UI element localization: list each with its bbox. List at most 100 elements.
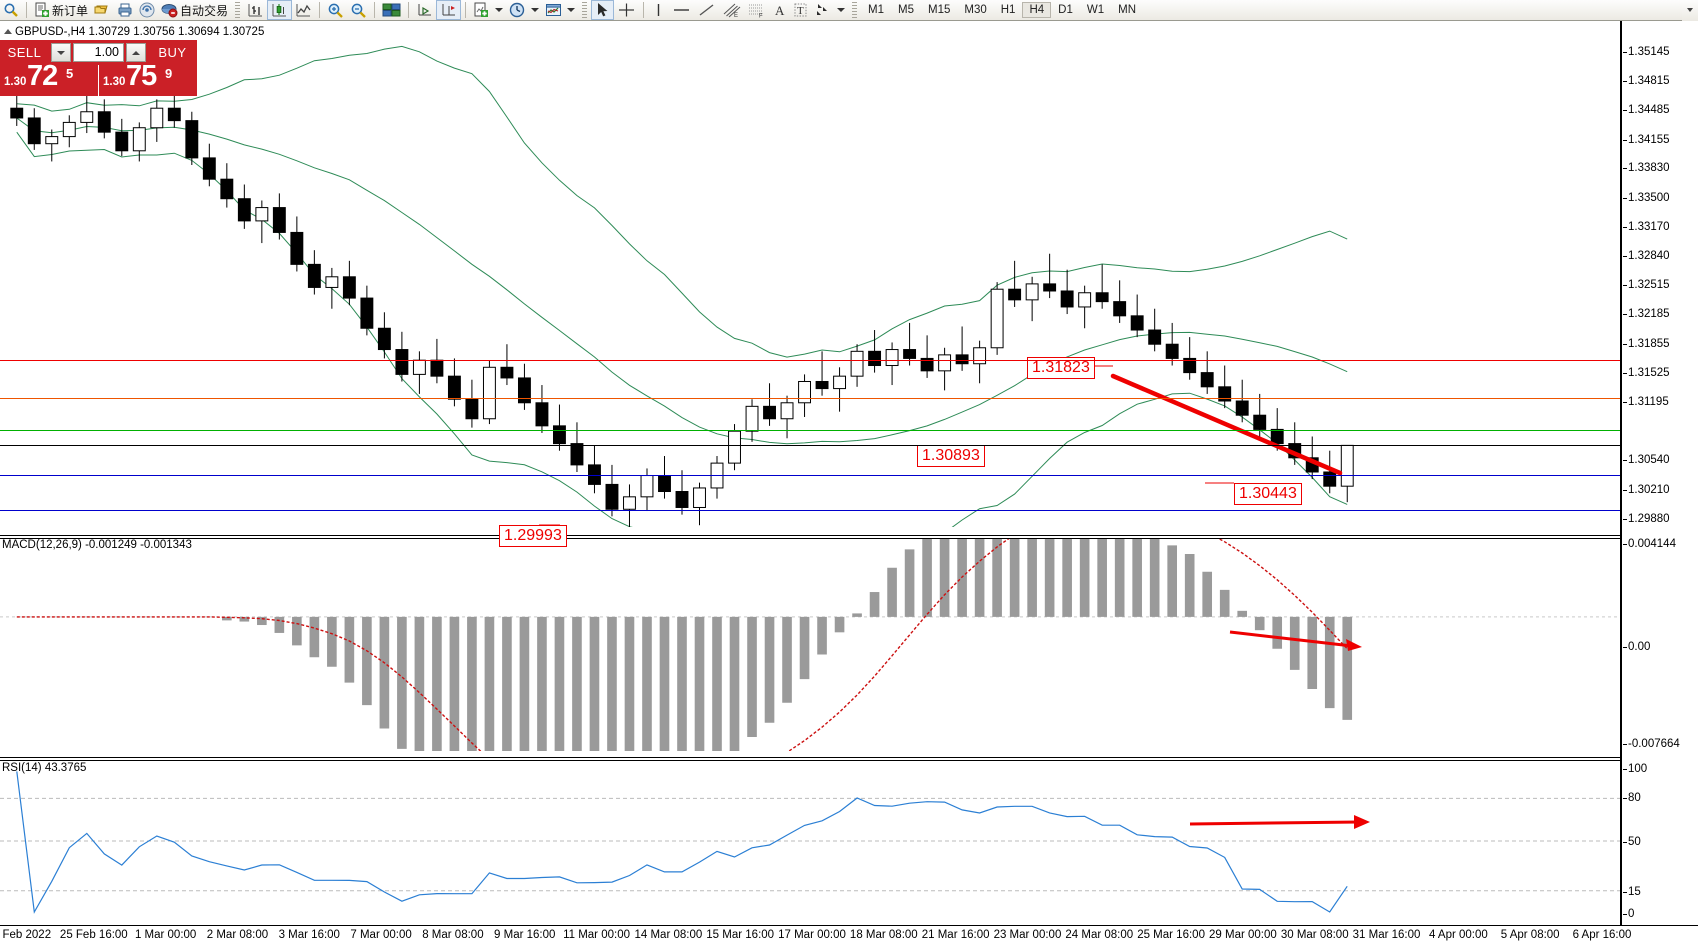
toolbar-overflow[interactable] bbox=[1682, 0, 1698, 21]
time-tick: 6 Apr 16:00 bbox=[1572, 929, 1632, 941]
time-tick: 21 Mar 16:00 bbox=[921, 929, 990, 941]
time-tick: 31 Mar 16:00 bbox=[1352, 929, 1421, 941]
buy-price-quote[interactable]: 1.30 75 9 bbox=[99, 60, 197, 96]
timeframe-m1[interactable]: M1 bbox=[868, 4, 885, 16]
price-tick: 1.33830 bbox=[1623, 163, 1698, 174]
bar-chart-icon[interactable] bbox=[244, 0, 267, 20]
crosshair-tool-icon[interactable] bbox=[614, 0, 639, 20]
signal-icon[interactable] bbox=[136, 0, 158, 20]
time-tick: 18 Mar 08:00 bbox=[849, 929, 918, 941]
macd-tick-min: -0.007664 bbox=[1623, 738, 1698, 750]
horizontal-line-tool-icon[interactable] bbox=[669, 0, 694, 20]
sell-price-prefix: 1.30 bbox=[4, 76, 27, 88]
toolbar-grip-2[interactable] bbox=[582, 2, 588, 18]
price-axis: 1.35145 1.34815 1.34485 1.34155 1.33830 1.335… bbox=[1620, 21, 1698, 925]
sell-price-quote[interactable]: 1.30 72 5 bbox=[0, 60, 98, 96]
rsi-chart-svg[interactable] bbox=[0, 762, 1620, 926]
price-tick: 1.34485 bbox=[1623, 105, 1698, 116]
rsi-tick-15: 15 bbox=[1623, 887, 1698, 898]
support-line-green bbox=[0, 430, 1620, 432]
toolbar-grip[interactable] bbox=[235, 2, 241, 18]
add-indicator-icon[interactable] bbox=[470, 0, 506, 20]
timeframe-m5[interactable]: M5 bbox=[898, 4, 914, 16]
time-tick: 2 Mar 08:00 bbox=[206, 929, 269, 941]
timeframe-w1[interactable]: W1 bbox=[1086, 4, 1105, 16]
volume-decrease-button[interactable] bbox=[51, 43, 71, 62]
autoscroll-icon[interactable] bbox=[413, 0, 436, 20]
arrows-tool-icon[interactable] bbox=[811, 0, 848, 20]
timeframe-d1[interactable]: D1 bbox=[1058, 4, 1073, 16]
zoom-in-icon[interactable] bbox=[324, 0, 347, 20]
rsi-panel-divider bbox=[0, 757, 1620, 761]
time-axis: 4 Feb 2022 25 Feb 16:00 1 Mar 00:00 2 Mar 0… bbox=[0, 925, 1698, 947]
text-tool-icon[interactable]: A bbox=[769, 0, 790, 20]
price-tick: 1.34155 bbox=[1623, 134, 1698, 146]
sell-button[interactable]: SELL bbox=[0, 40, 49, 65]
time-tick: 14 Mar 08:00 bbox=[634, 929, 703, 941]
timeframe-mn[interactable]: MN bbox=[1118, 4, 1136, 16]
new-order-button[interactable]: 新订单 bbox=[31, 0, 91, 20]
one-click-trading-panel[interactable]: SELL 1.00 BUY 1.30 72 5 1.30 75 9 bbox=[0, 40, 197, 96]
price-tick: 1.29880 bbox=[1623, 513, 1698, 525]
sell-price-fraction: 5 bbox=[66, 66, 74, 81]
annotation-1-30893[interactable]: 1.30893 bbox=[917, 445, 985, 467]
volume-control[interactable]: 1.00 bbox=[49, 40, 148, 65]
price-chart-svg[interactable] bbox=[0, 39, 1620, 527]
rsi-tick-50: 50 bbox=[1623, 836, 1698, 848]
price-tick: 1.33500 bbox=[1623, 192, 1698, 204]
chevron-down-icon-3[interactable] bbox=[567, 8, 576, 12]
time-tick: 17 Mar 00:00 bbox=[778, 929, 846, 941]
trendline-tool-icon[interactable] bbox=[694, 0, 719, 20]
timeframe-h1[interactable]: H1 bbox=[1000, 4, 1016, 16]
macd-chart-svg[interactable] bbox=[0, 539, 1620, 751]
line-chart-icon[interactable] bbox=[292, 0, 315, 20]
price-tick: 1.32840 bbox=[1623, 251, 1698, 262]
timeframe-m15[interactable]: M15 bbox=[928, 4, 951, 16]
fibonacci-tool-icon[interactable]: F bbox=[744, 0, 769, 20]
time-tick: 4 Feb 2022 bbox=[0, 929, 52, 941]
chart-shift-icon[interactable] bbox=[436, 0, 462, 20]
zoom-out-icon[interactable] bbox=[347, 0, 370, 20]
clock-icon[interactable] bbox=[506, 0, 542, 20]
svg-text:F: F bbox=[759, 14, 763, 19]
volume-input[interactable]: 1.00 bbox=[73, 43, 124, 62]
template-icon[interactable] bbox=[542, 0, 578, 20]
time-tick: 8 Mar 08:00 bbox=[422, 929, 484, 941]
timeframe-m30[interactable]: M30 bbox=[964, 4, 987, 16]
tile-windows-icon[interactable] bbox=[379, 0, 404, 20]
volume-increase-button[interactable] bbox=[126, 43, 146, 62]
price-tick: 1.34815 bbox=[1623, 75, 1698, 87]
folder-icon[interactable] bbox=[91, 0, 114, 20]
time-tick: 30 Mar 08:00 bbox=[1280, 929, 1349, 941]
annotation-1-31823[interactable]: 1.31823 bbox=[1027, 357, 1095, 379]
cursor-tool-icon[interactable] bbox=[591, 0, 615, 20]
autotrade-label: 自动交易 bbox=[180, 3, 229, 18]
buy-price-fraction: 9 bbox=[165, 66, 173, 81]
vertical-line-tool-icon[interactable] bbox=[648, 0, 669, 20]
toolbar-separator-5 bbox=[465, 2, 467, 18]
buy-button[interactable]: BUY bbox=[148, 40, 197, 65]
main-toolbar: 新订单 自动交易 bbox=[0, 0, 1698, 21]
search-icon[interactable] bbox=[0, 0, 22, 20]
svg-text:A: A bbox=[775, 3, 785, 18]
annotation-1-29993[interactable]: 1.29993 bbox=[499, 525, 567, 547]
resistance-line-red bbox=[0, 360, 1620, 362]
toolbar-separator-3 bbox=[374, 2, 376, 18]
chart-canvas-area[interactable]: GBPUSD-,H4 1.30729 1.30756 1.30694 1.307… bbox=[0, 21, 1698, 947]
autotrade-button[interactable]: 自动交易 bbox=[158, 0, 231, 20]
annotation-1-30443[interactable]: 1.30443 bbox=[1234, 483, 1302, 505]
candlestick-chart-icon[interactable] bbox=[267, 0, 293, 20]
text-label-tool-icon[interactable]: T bbox=[790, 0, 811, 20]
macd-tick-zero: 0.00 bbox=[1623, 641, 1698, 653]
time-tick: 4 Apr 00:00 bbox=[1428, 929, 1488, 941]
chevron-down-icon[interactable] bbox=[495, 8, 504, 12]
chevron-down-icon-2[interactable] bbox=[531, 8, 540, 12]
chevron-down-icon-4[interactable] bbox=[837, 8, 846, 12]
macd-tick-max: 0.004144 bbox=[1623, 538, 1698, 550]
equidistant-channel-tool-icon[interactable]: E bbox=[719, 0, 744, 20]
price-tick: 1.32185 bbox=[1623, 309, 1698, 320]
print-icon[interactable] bbox=[114, 0, 136, 20]
timeframe-h4[interactable]: H4 bbox=[1022, 2, 1052, 18]
toolbar-grip-3[interactable] bbox=[852, 2, 858, 18]
